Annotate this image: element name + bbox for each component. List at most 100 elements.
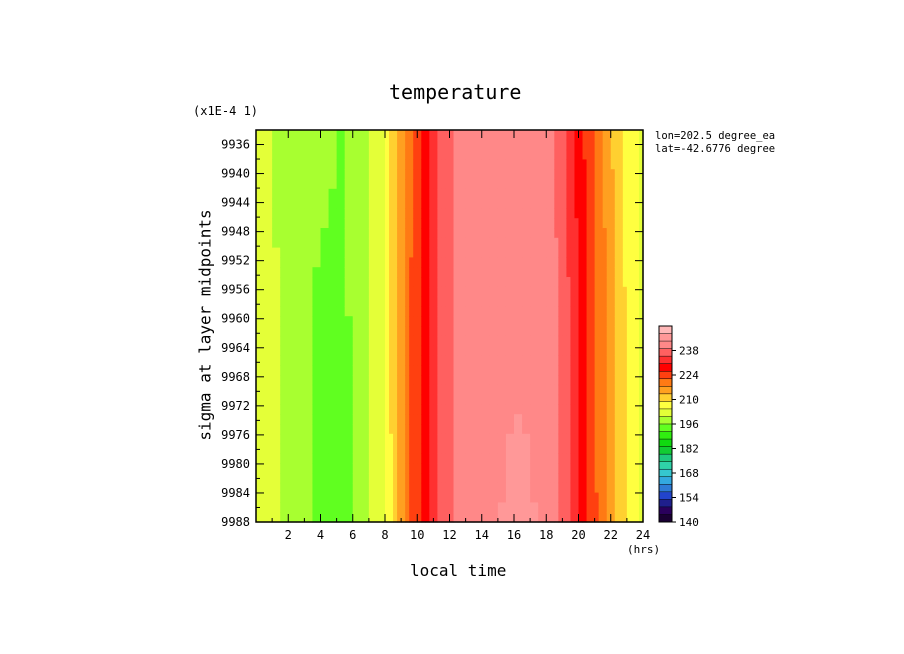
field-cell bbox=[368, 433, 378, 445]
field-cell bbox=[368, 277, 378, 288]
field-cell bbox=[530, 365, 539, 376]
field-cell bbox=[437, 286, 443, 298]
field-cell bbox=[550, 267, 555, 278]
field-cell bbox=[360, 414, 370, 425]
field-cell bbox=[602, 355, 608, 366]
field-cell bbox=[397, 267, 402, 278]
field-cell bbox=[566, 316, 572, 327]
field-cell bbox=[280, 473, 289, 484]
field-cell bbox=[562, 453, 568, 464]
field-cell bbox=[449, 159, 455, 170]
field-cell bbox=[352, 414, 362, 425]
field-cell bbox=[453, 433, 459, 445]
field-cell bbox=[409, 502, 414, 513]
field-cell bbox=[264, 443, 273, 454]
field-cell bbox=[445, 306, 451, 317]
field-cell bbox=[538, 316, 547, 327]
field-cell bbox=[368, 453, 378, 464]
field-cell bbox=[550, 453, 555, 464]
field-cell bbox=[566, 473, 572, 484]
field-cell bbox=[272, 394, 281, 405]
field-cell bbox=[256, 218, 265, 229]
field-cell bbox=[634, 453, 640, 464]
field-cell bbox=[429, 159, 434, 170]
field-cell bbox=[465, 139, 475, 151]
field-cell bbox=[570, 502, 576, 513]
field-cell bbox=[626, 179, 632, 190]
field-cell bbox=[566, 237, 572, 249]
field-cell bbox=[280, 482, 289, 494]
field-cell bbox=[256, 130, 265, 141]
field-cell bbox=[421, 492, 426, 503]
x-tick-label: 8 bbox=[381, 528, 388, 542]
field-cell bbox=[376, 365, 386, 376]
field-cell bbox=[425, 345, 430, 356]
field-cell bbox=[570, 237, 576, 249]
field-cell bbox=[626, 453, 632, 464]
field-cell bbox=[264, 306, 273, 317]
field-cell bbox=[461, 335, 467, 347]
field-cell bbox=[401, 453, 406, 464]
field-cell bbox=[602, 267, 608, 278]
field-cell bbox=[376, 512, 386, 523]
field-cell bbox=[413, 218, 418, 229]
field-cell bbox=[288, 228, 297, 239]
field-cell bbox=[594, 188, 600, 200]
field-cell bbox=[538, 492, 547, 503]
field-cell bbox=[590, 326, 596, 337]
field-cell bbox=[393, 384, 398, 396]
field-cell bbox=[376, 453, 386, 464]
field-cell bbox=[481, 159, 491, 170]
field-cell bbox=[449, 237, 455, 249]
field-cell bbox=[280, 159, 289, 170]
field-cell bbox=[264, 296, 273, 307]
field-cell bbox=[630, 237, 636, 249]
field-cell bbox=[570, 208, 576, 219]
field-cell bbox=[256, 208, 265, 219]
field-cell bbox=[437, 433, 443, 445]
field-cell bbox=[606, 365, 612, 376]
field-cell bbox=[401, 130, 406, 141]
field-cell bbox=[433, 384, 439, 396]
field-cell bbox=[429, 257, 434, 268]
field-cell bbox=[574, 473, 580, 484]
field-cell bbox=[590, 394, 596, 405]
field-cell bbox=[473, 159, 483, 170]
field-cell bbox=[461, 414, 467, 425]
field-cell bbox=[602, 375, 608, 386]
field-cell bbox=[457, 179, 463, 190]
field-cell bbox=[566, 306, 572, 317]
field-cell bbox=[497, 375, 507, 386]
field-cell bbox=[634, 433, 640, 445]
field-cell bbox=[626, 306, 632, 317]
field-cell bbox=[626, 502, 632, 513]
field-cell bbox=[598, 473, 604, 484]
field-cell bbox=[445, 188, 451, 200]
field-cell bbox=[622, 208, 628, 219]
field-cell bbox=[550, 257, 555, 268]
field-cell bbox=[393, 267, 398, 278]
field-cell bbox=[558, 179, 563, 190]
field-cell bbox=[352, 463, 362, 474]
field-cell bbox=[441, 453, 447, 464]
field-cell bbox=[360, 394, 370, 405]
field-cell bbox=[264, 257, 273, 268]
field-cell bbox=[522, 267, 531, 278]
field-cell bbox=[264, 384, 273, 396]
field-cell bbox=[393, 296, 398, 307]
field-cell bbox=[437, 149, 443, 160]
field-cell bbox=[634, 277, 640, 288]
field-cell bbox=[368, 179, 378, 190]
field-cell bbox=[445, 384, 451, 396]
field-cell bbox=[618, 179, 624, 190]
field-cell bbox=[368, 365, 378, 376]
field-cell bbox=[473, 473, 483, 484]
field-cell bbox=[602, 296, 608, 307]
field-cell bbox=[368, 169, 378, 180]
field-cell bbox=[376, 433, 386, 445]
field-cell bbox=[457, 345, 463, 356]
field-cell bbox=[272, 414, 281, 425]
field-cell bbox=[465, 316, 475, 327]
field-cell bbox=[376, 316, 386, 327]
field-cell bbox=[594, 375, 600, 386]
